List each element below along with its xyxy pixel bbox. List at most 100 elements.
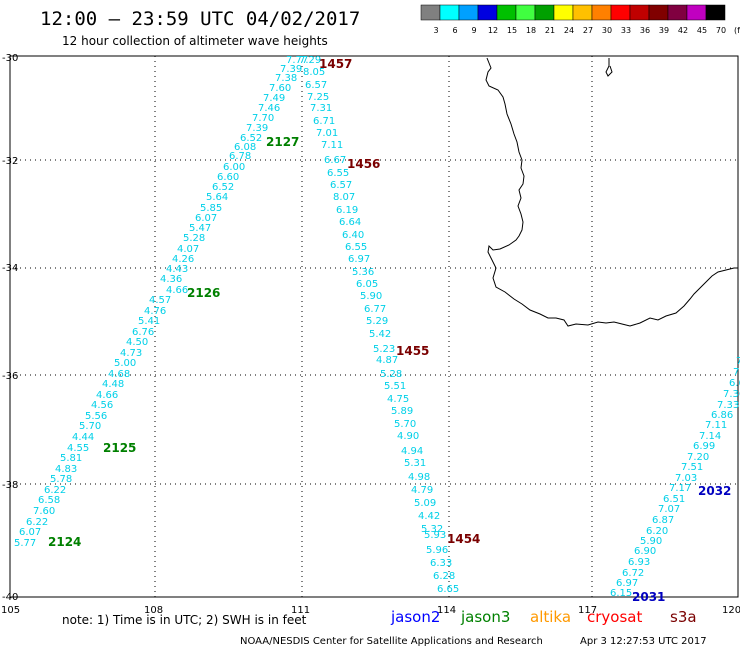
wave-height-value: 7.39: [246, 123, 268, 134]
wave-height-value: 5.78: [50, 474, 72, 485]
wave-height-value: 4.87: [376, 355, 398, 366]
wave-height-value: 6.07: [19, 527, 41, 538]
wave-height-value: 6.87: [652, 515, 674, 526]
wave-height-value: 6.33: [430, 558, 452, 569]
wave-height-value: 6.57: [330, 180, 352, 191]
pass-label: 2126: [187, 286, 220, 300]
color-scale-label: 33: [621, 26, 631, 35]
pass-label: 2032: [698, 484, 731, 498]
altimeter-tracks: 5.776.076.227.606.586.225.784.835.814.55…: [14, 55, 740, 599]
wave-height-value: 6.20: [646, 526, 668, 537]
lat-label: -40: [2, 592, 18, 603]
color-swatch: [458, 4, 479, 21]
color-scale-label: 42: [678, 26, 688, 35]
color-swatch: [572, 4, 593, 21]
wave-height-value: 4.73: [120, 348, 142, 359]
pass-label: 1455: [396, 344, 429, 358]
pass-number-labels: 1457 2127 1456 2126 1455 2125 2032 1454 2124 2031: [48, 57, 731, 604]
wave-height-value: 5.81: [60, 453, 82, 464]
wave-height-value: 7.60: [269, 83, 291, 94]
lat-label: -30: [2, 53, 18, 64]
wave-height-value: 7.70: [252, 113, 274, 124]
wave-height-value: 5.28: [380, 369, 402, 380]
wave-height-value: 7.51: [681, 462, 703, 473]
wave-height-value: 5.23: [373, 344, 395, 355]
wave-height-value: 8.07: [333, 192, 355, 203]
wave-height-value: 6.15: [610, 588, 632, 599]
wave-height-value: 5.32: [421, 524, 443, 535]
map-subtitle: 12 hour collection of altimeter wave hei…: [62, 34, 328, 48]
wave-height-value: 7.11: [321, 140, 343, 151]
lon-label: 114: [437, 605, 456, 616]
legend-jason3: jason3: [460, 608, 510, 626]
wave-height-value: 7.31: [310, 103, 332, 114]
wave-height-value: 5.56: [85, 411, 107, 422]
color-scale-label: 12: [488, 26, 498, 35]
wave-height-value: 6.68: [729, 378, 740, 389]
wave-height-value: 6.76: [132, 327, 154, 338]
color-scale-label: 27: [583, 26, 593, 35]
wave-height-value: 6.77: [364, 304, 386, 315]
wave-height-value: 6.97: [348, 254, 370, 265]
wave-height-value: 6.71: [313, 116, 335, 127]
wave-height-value: 6.64: [339, 217, 361, 228]
wave-height-value: 7.33: [717, 400, 739, 411]
pass-label: 1454: [447, 532, 480, 546]
timestamp: Apr 3 12:27:53 UTC 2017: [580, 636, 707, 647]
wave-height-value: 6.05: [356, 279, 378, 290]
color-swatch: [686, 4, 707, 21]
wave-height-value: 7.20: [687, 452, 709, 463]
wave-height-value: 4.36: [160, 274, 182, 285]
wave-height-value: 6.55: [327, 168, 349, 179]
wave-height-value: 5.09: [414, 498, 436, 509]
wave-height-value: 4.79: [411, 485, 433, 496]
legend-cryosat: cryosat: [587, 608, 642, 626]
pass-label: 2124: [48, 535, 81, 549]
wave-height-value: 6.90: [634, 546, 656, 557]
coastline-western-australia: [485, 57, 738, 327]
color-swatch: [515, 4, 536, 21]
color-swatch: [496, 4, 517, 21]
wave-height-value: 4.55: [67, 443, 89, 454]
longitude-labels: 105 108 111 114 117 120: [1, 605, 740, 616]
wave-height-value: 6.57: [305, 80, 327, 91]
wave-height-value: 6.86: [711, 410, 733, 421]
color-scale-label: 18: [526, 26, 536, 35]
footer-note: note: 1) Time is in UTC; 2) SWH is in fe…: [62, 613, 307, 627]
pass-label: 1457: [319, 57, 352, 71]
wave-height-value: 4.48: [102, 379, 124, 390]
color-swatch: [553, 4, 574, 21]
wave-height-value: 7.60: [33, 506, 55, 517]
lat-lon-grid: [10, 56, 738, 597]
color-swatch: [705, 4, 726, 21]
wave-height-value: 5.90: [360, 291, 382, 302]
wave-height-value: 4.57: [149, 295, 171, 306]
wave-height-value: 6.52: [212, 182, 234, 193]
wave-height-value: 4.43: [166, 264, 188, 275]
wave-height-value: 5.93: [424, 530, 446, 541]
wave-height-value: 4.76: [144, 306, 166, 317]
pass-label: 1456: [347, 157, 380, 171]
wave-height-value: 4.68: [108, 369, 130, 380]
color-scale-label: 3: [433, 26, 438, 35]
wave-height-value: 4.44: [72, 432, 94, 443]
lat-label: -36: [2, 371, 18, 382]
wave-height-value: 4.26: [172, 254, 194, 265]
wave-height-value: 7.29: [299, 55, 321, 66]
wave-height-value: 7.46: [258, 103, 280, 114]
wave-height-value: 4.83: [55, 464, 77, 475]
wave-height-value: 4.56: [91, 400, 113, 411]
wave-height-value: 5.41: [138, 316, 160, 327]
wave-height-value: 5.70: [79, 421, 101, 432]
color-swatch: [667, 4, 688, 21]
wave-height-value: 7.: [736, 356, 740, 367]
wave-height-value: 6.65: [437, 584, 459, 595]
wave-height-value: 5.70: [394, 419, 416, 430]
wave-height-value: 6.19: [336, 205, 358, 216]
color-scale-label: 9: [471, 26, 476, 35]
color-swatch: [439, 4, 460, 21]
legend-altika: altika: [530, 608, 571, 626]
pass-label: 2125: [103, 441, 136, 455]
wave-height-value: 4.50: [126, 337, 148, 348]
wave-height-value: 5.64: [206, 192, 228, 203]
